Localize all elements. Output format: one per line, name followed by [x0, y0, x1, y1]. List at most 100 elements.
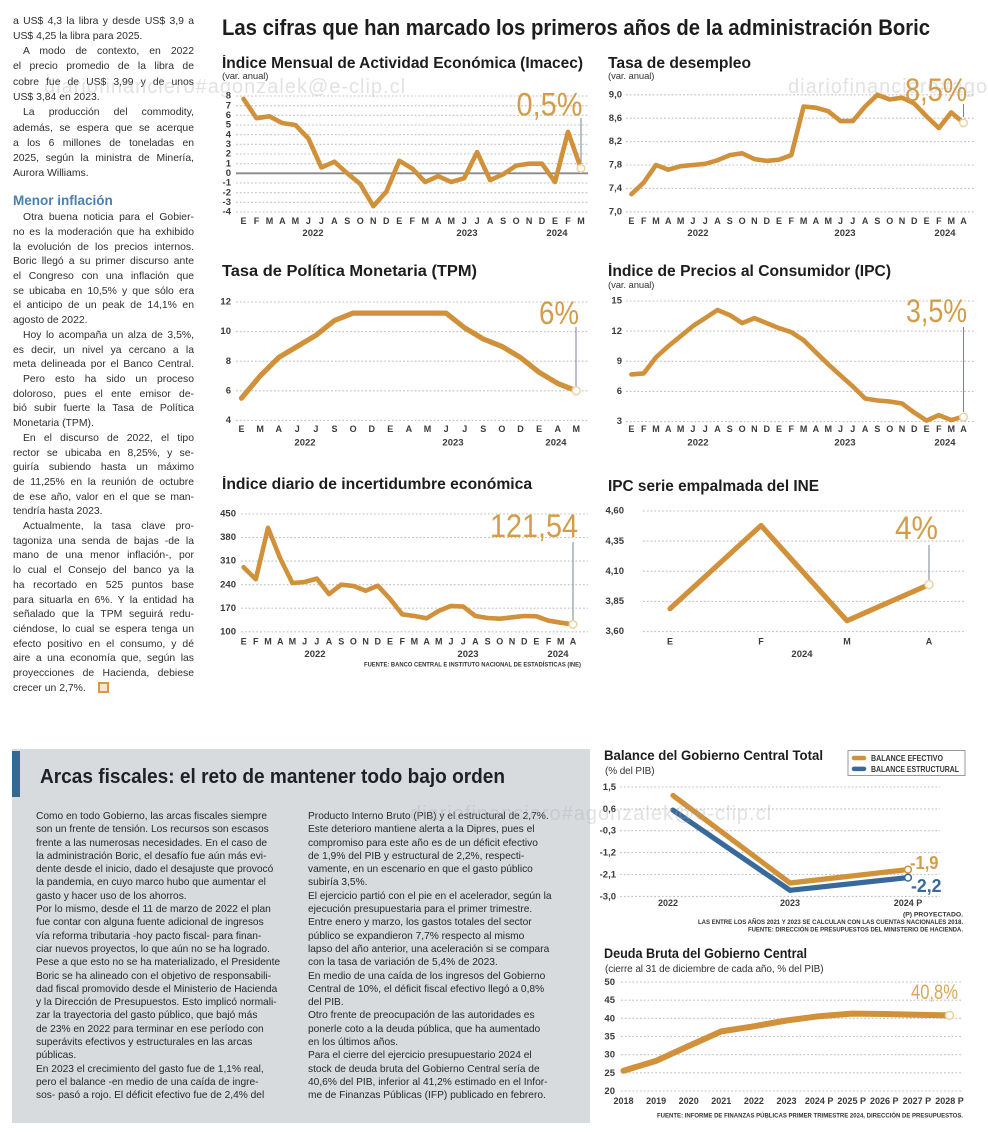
svg-text:M: M	[947, 424, 955, 434]
svg-text:E: E	[924, 216, 930, 226]
svg-text:F: F	[565, 216, 571, 226]
svg-text:170: 170	[220, 603, 236, 614]
svg-text:A: A	[554, 424, 561, 434]
svg-text:25: 25	[604, 1068, 615, 1079]
svg-text:F: F	[399, 637, 405, 647]
svg-text:S: S	[480, 424, 486, 434]
svg-text:M: M	[292, 216, 300, 226]
svg-text:10: 10	[220, 326, 231, 337]
svg-text:J: J	[462, 424, 467, 434]
svg-text:3,60: 3,60	[606, 626, 625, 637]
svg-text:M: M	[652, 216, 660, 226]
svg-text:M: M	[557, 637, 565, 647]
svg-text:M: M	[677, 424, 685, 434]
svg-text:20: 20	[604, 1086, 615, 1097]
svg-text:O: O	[886, 216, 893, 226]
svg-text:4: 4	[226, 415, 232, 426]
svg-text:2023: 2023	[834, 228, 855, 239]
svg-text:-0,3: -0,3	[600, 826, 616, 837]
svg-text:(P) PROYECTADO.: (P) PROYECTADO.	[903, 912, 963, 919]
svg-text:A: A	[279, 216, 286, 226]
svg-text:J: J	[703, 424, 708, 434]
svg-text:7: 7	[226, 100, 231, 111]
svg-text:S: S	[500, 216, 506, 226]
svg-text:6: 6	[226, 110, 231, 121]
svg-text:2024: 2024	[546, 228, 568, 239]
svg-text:J: J	[838, 424, 843, 434]
svg-text:F: F	[641, 216, 647, 226]
svg-text:2027 P: 2027 P	[903, 1096, 932, 1106]
svg-text:A: A	[406, 424, 413, 434]
svg-text:2: 2	[226, 149, 231, 160]
svg-text:J: J	[448, 637, 453, 647]
svg-text:2022: 2022	[294, 438, 315, 449]
svg-text:F: F	[789, 216, 795, 226]
svg-text:50: 50	[604, 977, 615, 988]
svg-text:4%: 4%	[895, 510, 938, 546]
svg-text:M: M	[264, 637, 272, 647]
svg-text:A: A	[487, 216, 494, 226]
svg-text:F: F	[936, 424, 942, 434]
svg-text:M: M	[411, 637, 419, 647]
svg-text:S: S	[874, 216, 880, 226]
svg-text:M: M	[289, 637, 297, 647]
svg-text:2024: 2024	[791, 649, 813, 660]
svg-text:2022: 2022	[658, 898, 678, 908]
svg-text:N: N	[899, 216, 906, 226]
svg-text:2023: 2023	[457, 649, 478, 660]
svg-text:BALANCE ESTRUCTURAL: BALANCE ESTRUCTURAL	[871, 765, 959, 774]
svg-text:2023: 2023	[442, 438, 463, 449]
svg-text:J: J	[314, 637, 319, 647]
svg-text:2022: 2022	[304, 649, 325, 660]
svg-text:-3,0: -3,0	[600, 891, 616, 902]
svg-text:J: J	[313, 424, 318, 434]
svg-text:100: 100	[220, 626, 236, 637]
svg-text:A: A	[472, 637, 479, 647]
svg-text:F: F	[936, 216, 942, 226]
svg-text:M: M	[843, 637, 851, 647]
svg-text:N: N	[751, 216, 758, 226]
svg-text:4,60: 4,60	[606, 506, 625, 517]
svg-text:1: 1	[226, 158, 232, 169]
svg-text:240: 240	[220, 579, 236, 590]
svg-text:O: O	[357, 216, 364, 226]
svg-text:-4: -4	[223, 207, 232, 218]
svg-text:S: S	[727, 424, 733, 434]
svg-text:45: 45	[604, 995, 615, 1006]
svg-text:2024: 2024	[934, 228, 956, 239]
svg-text:E: E	[533, 637, 539, 647]
svg-text:2023: 2023	[776, 1096, 796, 1106]
svg-text:M: M	[421, 216, 429, 226]
svg-text:E: E	[924, 424, 930, 434]
svg-text:M: M	[266, 216, 274, 226]
svg-text:O: O	[886, 424, 893, 434]
svg-text:D: D	[368, 424, 375, 434]
svg-text:8,2: 8,2	[609, 136, 622, 147]
svg-text:N: N	[509, 637, 516, 647]
svg-text:2023: 2023	[834, 438, 855, 449]
svg-text:M: M	[577, 216, 585, 226]
svg-text:E: E	[667, 637, 673, 647]
svg-text:J: J	[838, 216, 843, 226]
svg-text:1,5: 1,5	[603, 782, 617, 793]
svg-text:3: 3	[226, 139, 231, 150]
svg-text:0,5%: 0,5%	[517, 87, 583, 123]
svg-text:A: A	[423, 637, 430, 647]
svg-text:O: O	[350, 424, 357, 434]
svg-text:2024: 2024	[545, 438, 567, 449]
svg-text:J: J	[306, 216, 311, 226]
svg-text:M: M	[800, 216, 808, 226]
svg-text:40,8%: 40,8%	[911, 981, 958, 1004]
svg-text:F: F	[546, 637, 552, 647]
svg-text:3,5%: 3,5%	[906, 293, 967, 329]
svg-text:M: M	[652, 424, 660, 434]
svg-text:J: J	[302, 637, 307, 647]
svg-text:3,85: 3,85	[606, 596, 625, 607]
svg-text:E: E	[628, 216, 634, 226]
svg-text:8: 8	[226, 356, 231, 367]
svg-text:-1: -1	[223, 178, 232, 189]
svg-text:2022: 2022	[302, 228, 323, 239]
svg-text:12: 12	[220, 297, 231, 308]
svg-text:A: A	[326, 637, 333, 647]
svg-text:E: E	[241, 637, 247, 647]
